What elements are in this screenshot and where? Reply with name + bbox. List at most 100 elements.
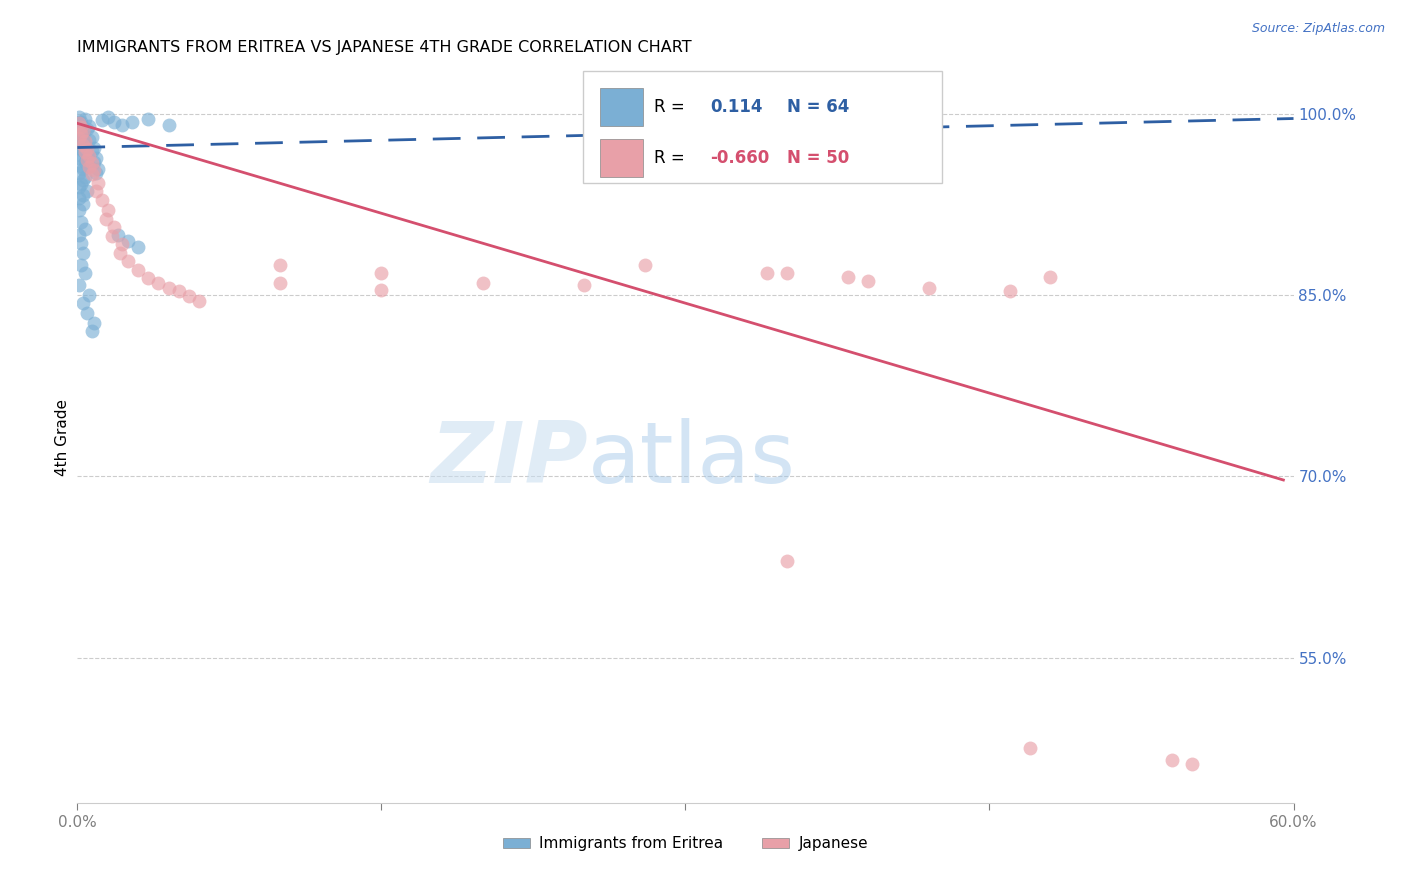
Text: ZIP: ZIP	[430, 417, 588, 500]
Point	[80, 144, 103, 158]
Point	[72, 129, 94, 144]
Point	[72, 245, 94, 260]
FancyBboxPatch shape	[600, 139, 643, 178]
Point	[76, 184, 98, 198]
Point	[370, 266, 392, 280]
Point	[72, 173, 94, 187]
Point	[72, 138, 94, 153]
Point	[83, 140, 105, 154]
Point	[111, 118, 134, 132]
Point	[76, 122, 98, 136]
Point	[67, 115, 90, 129]
Point	[67, 122, 90, 136]
Point	[76, 306, 98, 320]
Point	[72, 187, 94, 202]
Point	[67, 191, 90, 205]
Point	[136, 271, 159, 285]
Point	[72, 123, 94, 137]
Point	[776, 554, 799, 568]
Point	[76, 142, 98, 156]
Point	[75, 136, 97, 151]
Point	[70, 235, 93, 250]
Text: -0.660: -0.660	[710, 149, 769, 168]
Point	[79, 133, 101, 147]
Point	[157, 281, 180, 295]
Point	[117, 234, 139, 248]
Text: R =: R =	[654, 149, 685, 168]
Point	[70, 177, 93, 191]
Y-axis label: 4th Grade: 4th Grade	[55, 399, 70, 475]
Point	[70, 136, 93, 151]
Point	[918, 281, 941, 295]
Point	[188, 294, 211, 309]
Point	[70, 215, 93, 229]
Point	[84, 184, 107, 198]
Point	[108, 245, 131, 260]
Point	[167, 285, 190, 299]
Point	[70, 119, 93, 133]
Point	[269, 258, 291, 272]
Point	[101, 228, 124, 243]
Point	[70, 148, 93, 162]
Point	[70, 126, 93, 140]
Text: N = 50: N = 50	[787, 149, 849, 168]
Point	[121, 115, 143, 129]
Point	[70, 127, 93, 141]
Point	[107, 227, 129, 242]
Point	[117, 254, 139, 268]
Point	[67, 227, 90, 242]
Text: IMMIGRANTS FROM ERITREA VS JAPANESE 4TH GRADE CORRELATION CHART: IMMIGRANTS FROM ERITREA VS JAPANESE 4TH …	[77, 40, 692, 55]
Point	[72, 197, 94, 211]
Point	[76, 153, 98, 167]
Point	[67, 152, 90, 166]
Point	[1181, 757, 1204, 772]
Point	[75, 135, 97, 149]
Point	[67, 133, 90, 147]
Point	[67, 166, 90, 180]
Point	[111, 237, 134, 252]
Point	[1161, 754, 1184, 768]
Legend: Immigrants from Eritrea, Japanese: Immigrants from Eritrea, Japanese	[496, 830, 875, 857]
Point	[86, 162, 108, 177]
Point	[84, 152, 107, 166]
Point	[70, 120, 93, 134]
Point	[83, 155, 105, 169]
Point	[269, 276, 291, 290]
Point	[94, 211, 117, 226]
Point	[79, 160, 101, 174]
Point	[572, 278, 595, 293]
Point	[1039, 269, 1062, 284]
Point	[79, 159, 101, 173]
Point	[75, 266, 97, 280]
Point	[776, 266, 799, 280]
Point	[72, 144, 94, 158]
Point	[103, 115, 125, 129]
Point	[75, 221, 97, 235]
Point	[80, 129, 103, 144]
Point	[755, 266, 778, 280]
Point	[136, 112, 159, 126]
Text: 0.114: 0.114	[710, 98, 762, 116]
Point	[148, 276, 170, 290]
Point	[90, 112, 112, 127]
Point	[370, 283, 392, 297]
Point	[80, 324, 103, 338]
Text: R =: R =	[654, 98, 685, 116]
Point	[157, 118, 180, 132]
Point	[837, 269, 859, 284]
Point	[75, 112, 97, 126]
Point	[67, 203, 90, 218]
Point	[72, 126, 94, 140]
Point	[80, 167, 103, 181]
Point	[80, 156, 103, 170]
Point	[103, 220, 125, 235]
Point	[856, 273, 879, 287]
Point	[84, 166, 107, 180]
Text: Source: ZipAtlas.com: Source: ZipAtlas.com	[1251, 22, 1385, 36]
Point	[67, 111, 90, 125]
Point	[76, 148, 98, 162]
Point	[70, 159, 93, 173]
Point	[67, 116, 90, 130]
Point	[97, 111, 120, 125]
Point	[471, 276, 494, 290]
